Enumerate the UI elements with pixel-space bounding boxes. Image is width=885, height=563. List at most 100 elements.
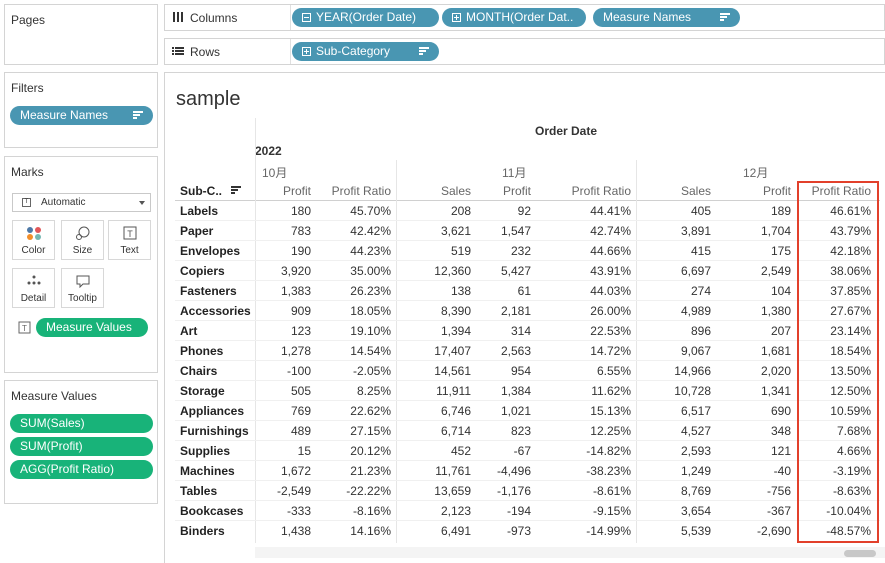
table-cell[interactable]: 232: [510, 244, 531, 258]
measure-values-panel[interactable]: Measure Values SUM(Sales) SUM(Profit) AG…: [4, 380, 158, 504]
row-header[interactable]: Art: [180, 324, 198, 338]
row-header[interactable]: Bookcases: [180, 504, 244, 518]
table-cell[interactable]: -8.16%: [352, 504, 391, 518]
table-cell[interactable]: 1,341: [760, 384, 791, 398]
sort-icon[interactable]: [419, 47, 429, 56]
measure-pill-profit[interactable]: SUM(Profit): [10, 437, 153, 456]
table-cell[interactable]: 26.00%: [590, 304, 631, 318]
table-cell[interactable]: 3,621: [440, 224, 471, 238]
table-cell[interactable]: 6,746: [440, 404, 471, 418]
table-cell[interactable]: 22.62%: [350, 404, 391, 418]
table-cell[interactable]: -40: [773, 464, 791, 478]
table-cell[interactable]: 896: [690, 324, 711, 338]
row-header[interactable]: Chairs: [180, 364, 218, 378]
table-cell[interactable]: 20.12%: [350, 444, 391, 458]
table-cell[interactable]: 26.23%: [350, 284, 391, 298]
row-header[interactable]: Appliances: [180, 404, 245, 418]
table-cell[interactable]: 42.74%: [590, 224, 631, 238]
table-cell[interactable]: 12,360: [434, 264, 471, 278]
row-header[interactable]: Copiers: [180, 264, 225, 278]
column-pill-month[interactable]: MONTH(Order Dat..: [442, 8, 586, 27]
size-button[interactable]: Size: [61, 220, 104, 260]
table-cell[interactable]: -10.04%: [826, 504, 871, 518]
table-cell[interactable]: 189: [770, 204, 791, 218]
table-cell[interactable]: 190: [290, 244, 311, 258]
table-cell[interactable]: -8.61%: [592, 484, 631, 498]
table-cell[interactable]: 769: [290, 404, 311, 418]
table-cell[interactable]: 1,278: [280, 344, 311, 358]
table-cell[interactable]: 452: [450, 444, 471, 458]
measure-header[interactable]: Sales: [440, 184, 471, 198]
table-cell[interactable]: 1,704: [760, 224, 791, 238]
table-cell[interactable]: 44.03%: [590, 284, 631, 298]
table-cell[interactable]: 14,561: [434, 364, 471, 378]
table-cell[interactable]: 7.68%: [836, 424, 871, 438]
table-cell[interactable]: 42.18%: [830, 244, 871, 258]
table-cell[interactable]: 207: [770, 324, 791, 338]
table-cell[interactable]: 5,427: [500, 264, 531, 278]
month-header-dec[interactable]: 12月: [743, 166, 769, 180]
table-cell[interactable]: 1,438: [280, 524, 311, 538]
table-cell[interactable]: 45.70%: [350, 204, 391, 218]
table-cell[interactable]: 1,249: [680, 464, 711, 478]
table-cell[interactable]: 43.79%: [830, 224, 871, 238]
row-header[interactable]: Envelopes: [180, 244, 241, 258]
tooltip-button[interactable]: Tooltip: [61, 268, 104, 308]
collapse-icon[interactable]: [302, 13, 311, 22]
pages-panel[interactable]: Pages: [4, 4, 158, 65]
table-cell[interactable]: -100: [286, 364, 311, 378]
table-cell[interactable]: 8,769: [680, 484, 711, 498]
table-cell[interactable]: 18.05%: [350, 304, 391, 318]
measure-header[interactable]: Profit Ratio: [571, 184, 631, 198]
table-cell[interactable]: 21.23%: [350, 464, 391, 478]
table-cell[interactable]: 1,383: [280, 284, 311, 298]
table-cell[interactable]: -333: [286, 504, 311, 518]
table-cell[interactable]: 14.72%: [590, 344, 631, 358]
table-cell[interactable]: 415: [690, 244, 711, 258]
table-cell[interactable]: 2,563: [500, 344, 531, 358]
table-cell[interactable]: 2,181: [500, 304, 531, 318]
measure-header[interactable]: Profit: [502, 184, 531, 198]
table-cell[interactable]: 92: [517, 204, 531, 218]
table-cell[interactable]: 44.23%: [350, 244, 391, 258]
table-cell[interactable]: 17,407: [434, 344, 471, 358]
table-cell[interactable]: 180: [290, 204, 311, 218]
table-cell[interactable]: 314: [510, 324, 531, 338]
horizontal-scrollbar[interactable]: [255, 547, 885, 558]
table-cell[interactable]: 61: [517, 284, 531, 298]
table-cell[interactable]: -67: [513, 444, 531, 458]
table-cell[interactable]: 909: [290, 304, 311, 318]
table-cell[interactable]: -4,496: [496, 464, 531, 478]
table-cell[interactable]: -2,549: [276, 484, 311, 498]
table-cell[interactable]: -38.23%: [586, 464, 631, 478]
table-cell[interactable]: 6,714: [440, 424, 471, 438]
measure-header[interactable]: Profit: [762, 184, 791, 198]
color-button[interactable]: Color: [12, 220, 55, 260]
table-cell[interactable]: 44.41%: [590, 204, 631, 218]
table-cell[interactable]: 5,539: [680, 524, 711, 538]
table-cell[interactable]: 1,394: [440, 324, 471, 338]
table-cell[interactable]: 12.25%: [590, 424, 631, 438]
table-cell[interactable]: 46.61%: [830, 204, 871, 218]
table-cell[interactable]: 35.00%: [350, 264, 391, 278]
table-cell[interactable]: 6,517: [680, 404, 711, 418]
row-header[interactable]: Furnishings: [180, 424, 249, 438]
marks-text-pill[interactable]: Measure Values: [36, 318, 148, 337]
table-cell[interactable]: -2.05%: [352, 364, 391, 378]
marks-panel[interactable]: Marks T Automatic Color Size T Text Deta…: [4, 156, 158, 373]
table-cell[interactable]: 6.55%: [596, 364, 631, 378]
table-cell[interactable]: 11,761: [435, 464, 471, 478]
row-pill-sub-category[interactable]: Sub-Category: [292, 42, 439, 61]
table-cell[interactable]: 3,654: [680, 504, 711, 518]
table-cell[interactable]: 3,891: [680, 224, 711, 238]
table-cell[interactable]: 19.10%: [350, 324, 391, 338]
table-cell[interactable]: 9,067: [680, 344, 711, 358]
table-cell[interactable]: 138: [450, 284, 471, 298]
column-pill-year[interactable]: YEAR(Order Date): [292, 8, 439, 27]
table-cell[interactable]: 4,989: [680, 304, 711, 318]
table-cell[interactable]: 12.50%: [830, 384, 871, 398]
table-cell[interactable]: -1,176: [496, 484, 531, 498]
table-cell[interactable]: 2,549: [760, 264, 791, 278]
table-cell[interactable]: 27.67%: [830, 304, 871, 318]
filter-pill-measure-names[interactable]: Measure Names: [10, 106, 153, 125]
